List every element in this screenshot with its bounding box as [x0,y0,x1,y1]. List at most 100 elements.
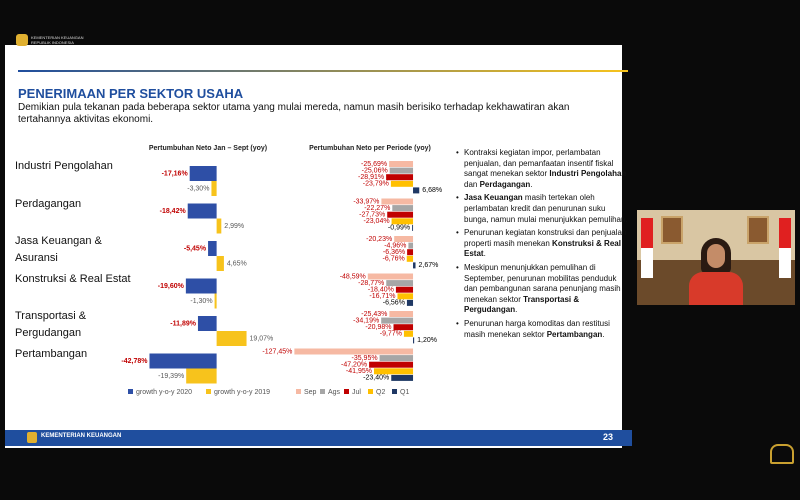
org: KEMENTERIAN KEUANGAN REPUBLIK INDONESIA [31,35,83,45]
subtitle: Demikian pula tekanan pada beberapa sekt… [18,102,570,125]
bar [189,166,217,181]
person-face [707,244,725,268]
value-label: -33,97% [353,198,379,205]
category-label: Pertambangan [15,347,88,360]
bullet-text: Jasa Keuangan [464,193,523,203]
value-label: -9,77% [380,331,402,338]
bar [386,280,414,287]
value-label: -20,23% [366,236,392,243]
bullet-text: Penurunan harga komoditas dan restitusi … [464,318,610,339]
value-label: -27,73% [359,212,385,219]
legend-label: growth y-o-y 2019 [214,389,270,396]
bar [406,299,414,306]
footer-org: KEMENTERIAN KEUANGAN [41,433,122,439]
value-label: 2,67% [419,262,439,269]
bar [392,205,414,212]
legend-swatch [392,389,397,394]
value-label: 19,07% [250,335,274,342]
emblem [770,444,794,464]
value-label: -23,04% [364,218,390,225]
legend-label: Q2 [376,389,385,396]
bar [389,167,414,174]
value-label: -23,79% [363,181,389,188]
value-label: -20,98% [365,324,391,331]
bullet-text: Pertambangan [546,329,603,339]
person-body [689,272,743,305]
bar [214,293,217,309]
bar [149,353,217,369]
value-label: -11,89% [170,320,196,327]
bar [369,361,414,368]
category-label: Konstruksi & Real Estat [15,272,131,285]
chart-title: Pertumbuhan Neto per Periode (yoy) [309,145,431,152]
value-label: -18,42% [160,208,187,215]
bullet-text: Penurunan kegiatan konstruksi dan penjua… [464,228,627,248]
bar [408,242,414,249]
value-label: -28,77% [358,280,384,287]
bar [379,355,414,362]
bullet-text: Kontraksi kegiatan impor, perlambatan pe… [464,148,614,179]
flag [641,218,653,278]
bar [216,331,247,346]
legend-label: growth y-o-y 2020 [136,389,192,396]
value-label: -19,39% [158,373,184,380]
bullet-text: Konstruksi & Real Estat [464,238,621,259]
category-label: Jasa Keuangan & Asuransi [15,235,102,264]
bar [397,293,414,300]
bullet-text: dan [464,179,480,189]
bar [187,203,217,219]
bar [393,324,414,331]
bullet-text: Transportasi & Pergudangan [464,294,580,315]
bar [367,273,414,280]
bar [413,187,420,194]
bar [216,256,224,271]
bar [381,198,414,205]
bar [391,374,414,381]
value-label: -28,91% [358,174,384,181]
value-label: 2,99% [224,223,244,230]
value-label: -22,27% [364,205,390,212]
bar [403,330,414,337]
value-label: -16,71% [369,293,395,300]
bullet-text: Industri Pengolahan [549,169,627,179]
bullet: Penurunan kegiatan konstruksi dan penjua… [456,228,628,260]
bullets: Kontraksi kegiatan impor, perlambatan pe… [456,148,628,343]
bar [413,337,415,344]
flag [779,218,791,278]
value-label: -6,76% [383,256,405,263]
bar [407,249,414,256]
legend-label: Sep [304,389,317,396]
legend-swatch [128,389,133,394]
bar [294,348,414,355]
chart-title: Pertumbuhan Neto Jan – Sept (yoy) [149,145,267,152]
value-label: -19,60% [158,283,185,290]
bullet: Meskipun menunjukkan pemulihan di Septem… [456,263,628,316]
org-line: REPUBLIK INDONESIA [31,40,74,45]
legend-swatch [368,389,373,394]
org-line: KEMENTERIAN KEUANGAN [31,35,84,40]
bar [216,218,222,234]
value-label: -23,40% [363,375,389,382]
value-label: -17,16% [162,170,189,177]
category-label: Industri Pengolahan [15,160,113,172]
bar [185,278,217,294]
value-label: 1,20% [417,337,437,344]
bar [389,161,414,167]
video-thumbnail [637,210,795,305]
value-label: -4,96% [384,242,406,249]
value-label: -35,95% [351,355,377,362]
bar [412,224,414,231]
category-label: Transportasi & Pergudangan [15,310,87,339]
value-label: -1,30% [190,298,212,305]
footer-logo [27,432,37,443]
portrait [747,216,769,244]
value-label: -34,19% [353,317,379,324]
value-label: -47,20% [341,362,367,369]
value-label: -41,95% [346,368,372,375]
bullet-text: . [515,305,518,315]
bar [211,181,217,196]
title: PENERIMAAN PER SEKTOR USAHA [18,86,244,101]
bar [387,211,414,218]
